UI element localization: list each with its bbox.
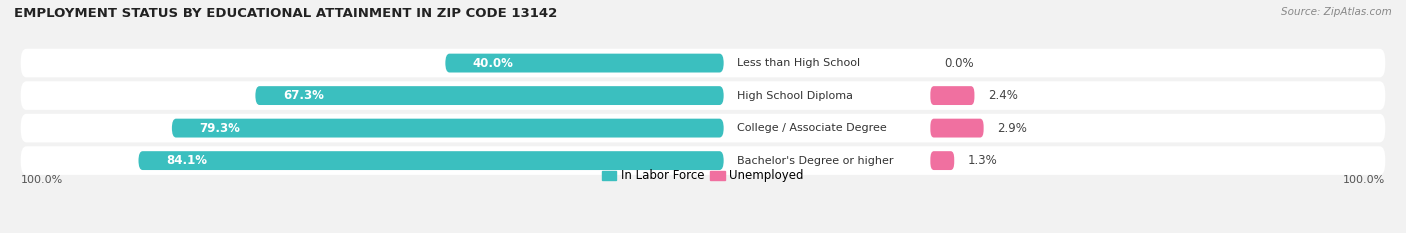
FancyBboxPatch shape [21, 81, 1385, 110]
FancyBboxPatch shape [21, 49, 1385, 77]
Text: Less than High School: Less than High School [738, 58, 860, 68]
FancyBboxPatch shape [931, 86, 974, 105]
Text: 84.1%: 84.1% [166, 154, 207, 167]
Text: Bachelor's Degree or higher: Bachelor's Degree or higher [738, 156, 894, 166]
FancyBboxPatch shape [931, 119, 984, 137]
Text: Source: ZipAtlas.com: Source: ZipAtlas.com [1281, 7, 1392, 17]
Text: EMPLOYMENT STATUS BY EDUCATIONAL ATTAINMENT IN ZIP CODE 13142: EMPLOYMENT STATUS BY EDUCATIONAL ATTAINM… [14, 7, 557, 20]
Text: College / Associate Degree: College / Associate Degree [738, 123, 887, 133]
Text: 100.0%: 100.0% [21, 175, 63, 185]
Legend: In Labor Force, Unemployed: In Labor Force, Unemployed [598, 164, 808, 187]
FancyBboxPatch shape [21, 146, 1385, 175]
FancyBboxPatch shape [256, 86, 724, 105]
Text: High School Diploma: High School Diploma [738, 91, 853, 101]
Text: 0.0%: 0.0% [945, 57, 974, 70]
FancyBboxPatch shape [172, 119, 724, 137]
Text: 79.3%: 79.3% [200, 122, 240, 135]
FancyBboxPatch shape [21, 114, 1385, 142]
Text: 2.4%: 2.4% [988, 89, 1018, 102]
FancyBboxPatch shape [138, 151, 724, 170]
Text: 2.9%: 2.9% [997, 122, 1028, 135]
Text: 100.0%: 100.0% [1343, 175, 1385, 185]
FancyBboxPatch shape [931, 151, 955, 170]
Text: 40.0%: 40.0% [472, 57, 513, 70]
Text: 1.3%: 1.3% [967, 154, 998, 167]
Text: 67.3%: 67.3% [283, 89, 323, 102]
FancyBboxPatch shape [446, 54, 724, 72]
